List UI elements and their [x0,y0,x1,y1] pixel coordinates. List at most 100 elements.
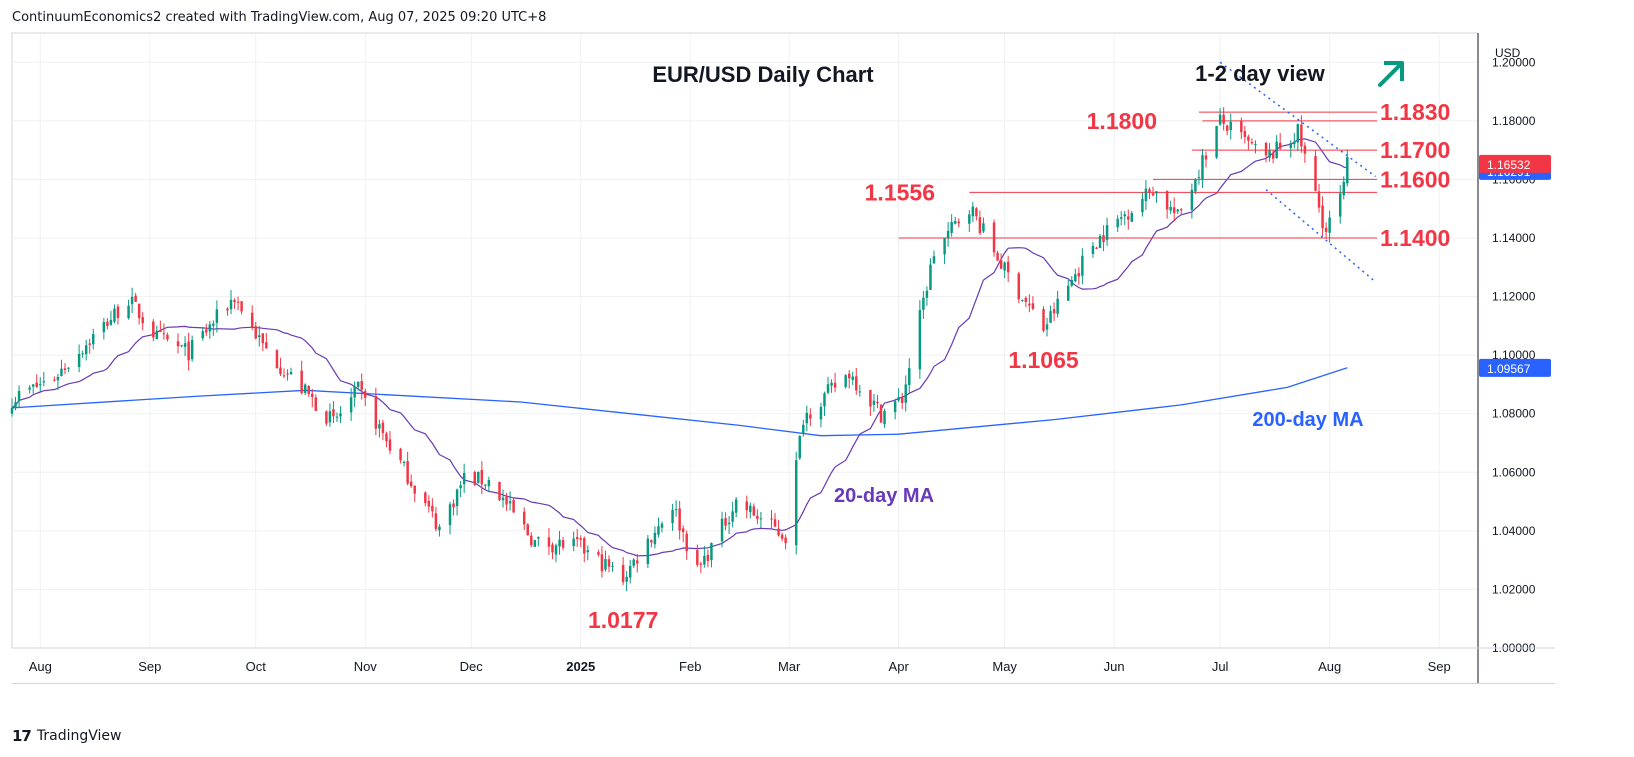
candle [1028,294,1031,313]
candle-body [1197,177,1201,179]
candle-body [674,509,678,511]
candle [759,511,763,529]
candle [236,296,240,311]
candle-body [703,555,706,565]
candle-body [780,534,784,539]
candle [893,398,897,420]
candle-body [1180,209,1183,211]
horizontal-levels [898,111,1377,239]
candle-body [572,538,575,547]
candle [1165,190,1169,219]
candle [968,210,971,232]
candle-body [17,390,21,402]
candle [950,214,953,237]
candle-body [289,371,293,375]
candle-body [551,544,554,553]
y-tick-label: 1.10000 [1492,348,1536,362]
candle-body [92,334,95,345]
candle [1151,186,1155,197]
candle [650,539,653,548]
candle [448,501,452,535]
candle [784,534,787,550]
candle [953,216,957,225]
candle-body [710,542,713,561]
candle [1155,191,1158,203]
candle [498,481,501,502]
candle [809,408,812,427]
candle-body [646,538,650,564]
candle-body [113,308,116,322]
candle-body [752,506,756,516]
candle [1017,271,1021,304]
candle [600,545,604,578]
candle [1293,132,1296,149]
candle-body [303,384,307,393]
candle-body [265,342,268,349]
candle-body [699,563,703,565]
ma20-label: 20-day MA [834,485,934,507]
candle [1314,150,1317,192]
candle-body [583,538,586,554]
candle [480,461,484,495]
candle [328,403,332,427]
candle [434,507,438,532]
candle [731,501,734,528]
candle [1180,207,1183,216]
candle-body [462,473,466,485]
candle-body [477,471,480,483]
candle-body [159,330,162,332]
candle [572,531,575,552]
level-label-right: 1.1830 [1380,99,1450,125]
candle-body [473,472,476,485]
candle [141,312,144,331]
candle-body [116,306,120,319]
footer-brand[interactable]: TradingView [36,728,122,744]
candle [364,388,367,406]
candle [583,536,586,563]
candle-body [1338,193,1342,217]
candle-body [254,326,257,339]
candle [802,419,805,437]
candle [17,385,21,409]
candle-body [879,404,883,423]
candle-body [1042,309,1045,331]
candle-body [250,312,254,327]
candle-body [1271,152,1275,159]
candle [1021,299,1024,303]
candle [261,333,265,351]
candle-body [904,384,907,403]
candle [130,287,134,314]
candle-body [279,367,282,375]
candle-body [971,206,975,217]
candle-body [455,489,459,506]
candle-body [724,518,727,526]
candle-body [678,508,681,531]
candle [113,304,116,324]
candle-body [855,376,858,391]
candle-body [1049,311,1052,323]
ma20-line-group [11,138,1348,557]
candle [35,374,38,389]
candle [526,523,529,536]
level-label-left: 1.1800 [1087,108,1157,134]
candle [632,557,635,568]
candle-body [261,333,265,344]
candle-body [706,554,710,561]
candle-body [773,519,777,527]
candle [745,495,749,519]
candle [63,363,67,375]
candle [1144,180,1148,210]
candle-body [88,343,91,345]
candle-body [378,424,381,429]
candle-body [325,411,328,424]
attribution-text: ContinuumEconomics2 created with Trading… [12,10,547,25]
candle [770,510,773,529]
candle [438,524,441,537]
axes: 1.200001.180001.160001.140001.120001.100… [12,33,1555,684]
candle [823,391,826,416]
candle [558,531,561,555]
candle [360,373,363,400]
candle [1222,107,1225,131]
candle [1169,200,1172,215]
